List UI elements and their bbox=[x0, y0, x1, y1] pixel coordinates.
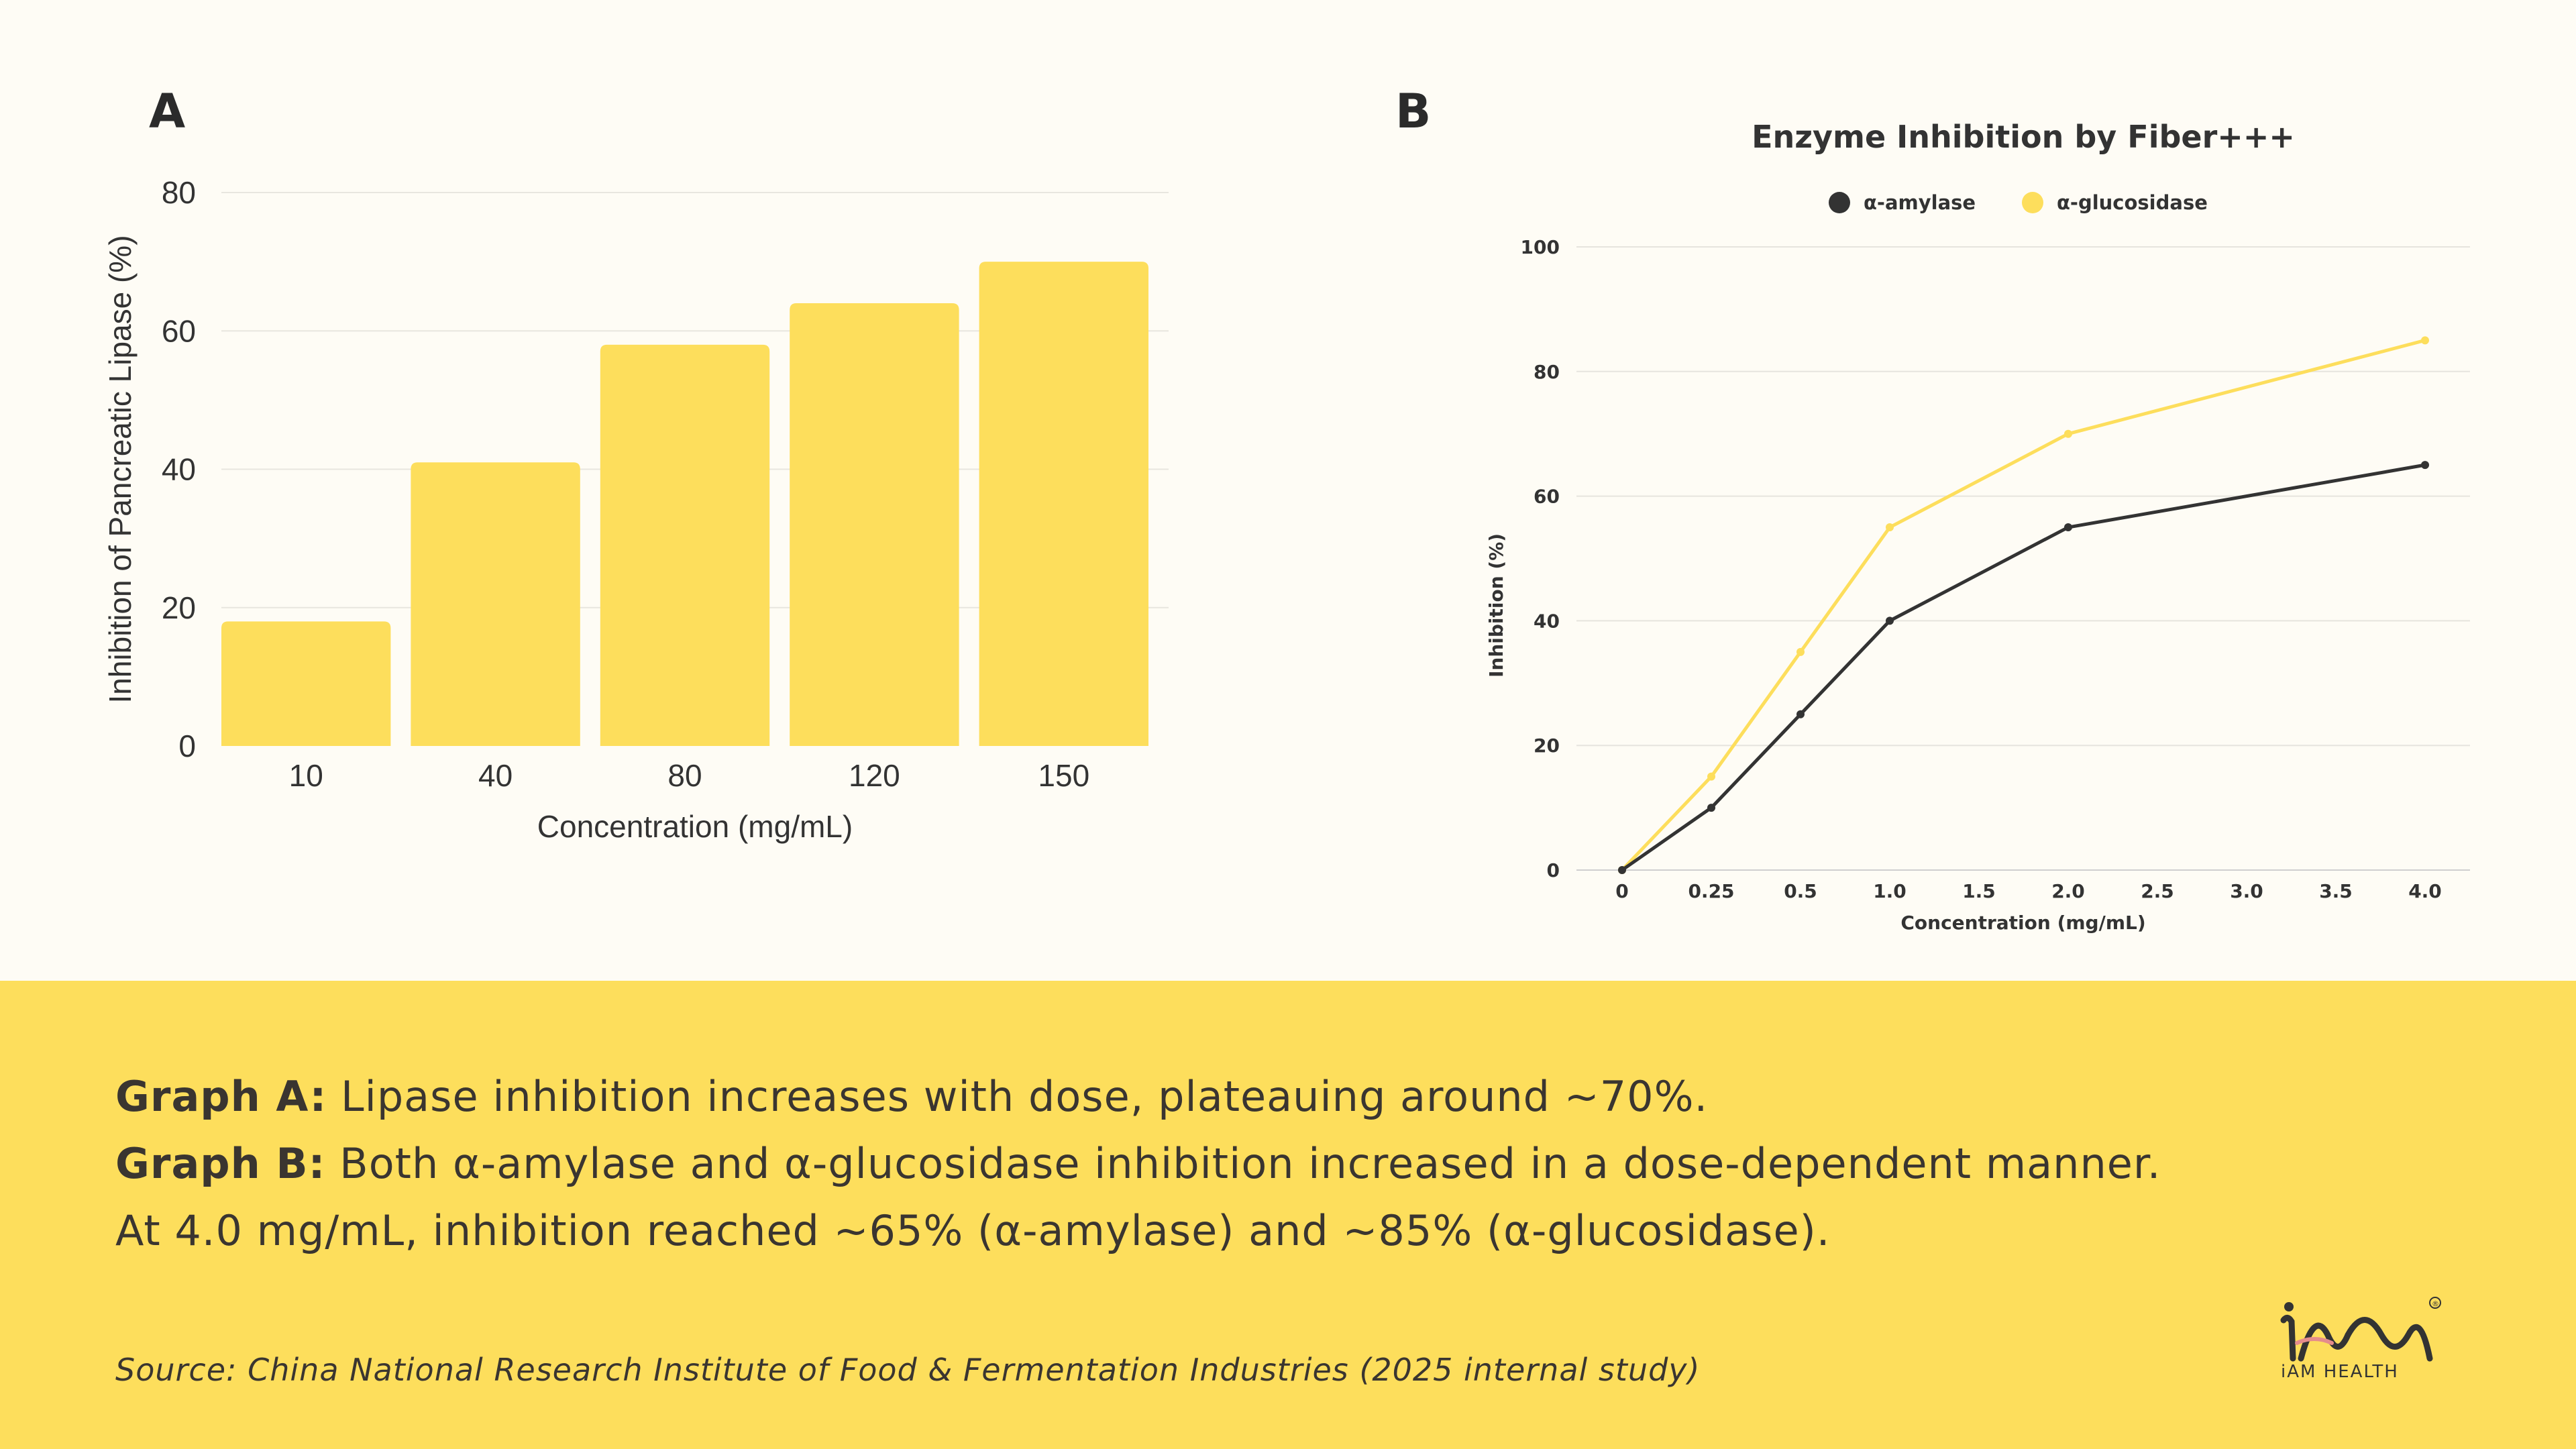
graph-a-label: Graph A: bbox=[115, 1072, 327, 1121]
y-tick-label-a: 20 bbox=[162, 590, 196, 625]
caption-band bbox=[0, 981, 2576, 1449]
x-tick-label-b: 1.0 bbox=[1873, 880, 1907, 902]
point-α-glucosidase-0.25 bbox=[1707, 772, 1715, 781]
x-tick-label-b: 0.25 bbox=[1688, 880, 1734, 902]
point-α-glucosidase-0.5 bbox=[1796, 647, 1805, 656]
line-α-glucosidase bbox=[1621, 338, 2426, 871]
graph-b-label: Graph B: bbox=[115, 1139, 326, 1188]
caption-line-a: Graph A: Lipase inhibition increases wit… bbox=[115, 1072, 1708, 1121]
bar-40 bbox=[411, 462, 580, 746]
y-axis-label-b: Inhibition (%) bbox=[1485, 533, 1507, 678]
point-α-amylase-0.5 bbox=[1796, 710, 1805, 718]
y-axis-label-a: Inhibition of Pancreatic Lipase (%) bbox=[103, 235, 138, 703]
graph-a-text: Lipase inhibition increases with dose, p… bbox=[327, 1072, 1709, 1121]
registered-mark: ® bbox=[2432, 1299, 2439, 1308]
bar-10 bbox=[221, 621, 391, 746]
y-tick-label-b: 40 bbox=[1534, 610, 1560, 632]
point-α-glucosidase-1.0 bbox=[1886, 523, 1894, 532]
iam-health-logo-icon: ® bbox=[2280, 1297, 2441, 1362]
point-α-glucosidase-4.0 bbox=[2421, 336, 2429, 345]
panel-a-letter: A bbox=[149, 84, 185, 139]
x-tick-label-a: 150 bbox=[1038, 758, 1089, 793]
y-tick-label-a: 80 bbox=[162, 175, 196, 210]
x-tick-label-a: 80 bbox=[667, 758, 702, 793]
legend-label: α-amylase bbox=[1864, 191, 1976, 214]
source-note: Source: China National Research Institut… bbox=[115, 1352, 1701, 1388]
point-α-amylase-4.0 bbox=[2421, 461, 2429, 470]
x-tick-label-b: 3.5 bbox=[2319, 880, 2353, 902]
panel-b-letter: B bbox=[1395, 84, 1431, 139]
y-tick-label-b: 20 bbox=[1534, 735, 1560, 757]
x-tick-label-a: 10 bbox=[289, 758, 323, 793]
charts-svg: A B 0 20 40 60 80 10 40 80 120 150 Concentration (… bbox=[103, 84, 2470, 934]
x-tick-label-b: 2.5 bbox=[2141, 880, 2174, 902]
y-tick-label-b: 80 bbox=[1534, 361, 1560, 383]
bar-150 bbox=[979, 262, 1148, 746]
line-α-amylase bbox=[1621, 463, 2426, 872]
legend-label: α-glucosidase bbox=[2057, 191, 2208, 214]
y-tick-label-b: 100 bbox=[1521, 236, 1560, 258]
point-α-amylase-0.25 bbox=[1707, 804, 1715, 812]
logo-text: iAM HEALTH bbox=[2281, 1362, 2399, 1382]
y-tick-label-a: 0 bbox=[178, 729, 196, 763]
point-α-amylase-2.0 bbox=[2064, 523, 2072, 532]
x-tick-label-b: 2.0 bbox=[2051, 880, 2085, 902]
x-tick-label-b: 1.5 bbox=[1962, 880, 1996, 902]
chart-b: Enzyme Inhibition by Fiber+++ α-amylase α-… bbox=[1485, 119, 2470, 934]
point-α-amylase-0 bbox=[1618, 866, 1626, 874]
chart-b-title: Enzyme Inhibition by Fiber+++ bbox=[1752, 119, 2295, 155]
caption-line-b: Graph B: Both α-amylase and α-glucosidas… bbox=[115, 1139, 2161, 1188]
legend-marker-α-glucosidase bbox=[2022, 192, 2043, 213]
x-tick-label-b: 4.0 bbox=[2408, 880, 2442, 902]
x-tick-label-b: 0 bbox=[1615, 880, 1628, 902]
graph-b-text: Both α-amylase and α-glucosidase inhibit… bbox=[325, 1139, 2161, 1188]
x-tick-label-a: 40 bbox=[478, 758, 513, 793]
bar-80 bbox=[600, 344, 770, 746]
y-tick-label-a: 60 bbox=[162, 313, 196, 348]
point-α-amylase-1.0 bbox=[1886, 616, 1894, 625]
y-tick-label-b: 0 bbox=[1547, 859, 1560, 881]
bar-120 bbox=[790, 303, 959, 746]
chart-a: 0 20 40 60 80 10 40 80 120 150 Concentration (mg/m… bbox=[103, 175, 1169, 844]
y-tick-label-a: 40 bbox=[162, 452, 196, 487]
x-axis-label-a: Concentration (mg/mL) bbox=[537, 809, 853, 844]
x-axis-label-b: Concentration (mg/mL) bbox=[1900, 912, 2145, 934]
caption-line-3: At 4.0 mg/mL, inhibition reached ~65% (α… bbox=[115, 1206, 1831, 1255]
legend-marker-α-amylase bbox=[1829, 192, 1850, 213]
x-tick-label-b: 0.5 bbox=[1784, 880, 1817, 902]
x-tick-label-b: 3.0 bbox=[2230, 880, 2263, 902]
x-tick-label-a: 120 bbox=[849, 758, 900, 793]
point-α-glucosidase-2.0 bbox=[2064, 429, 2072, 438]
y-tick-label-b: 60 bbox=[1534, 486, 1560, 508]
